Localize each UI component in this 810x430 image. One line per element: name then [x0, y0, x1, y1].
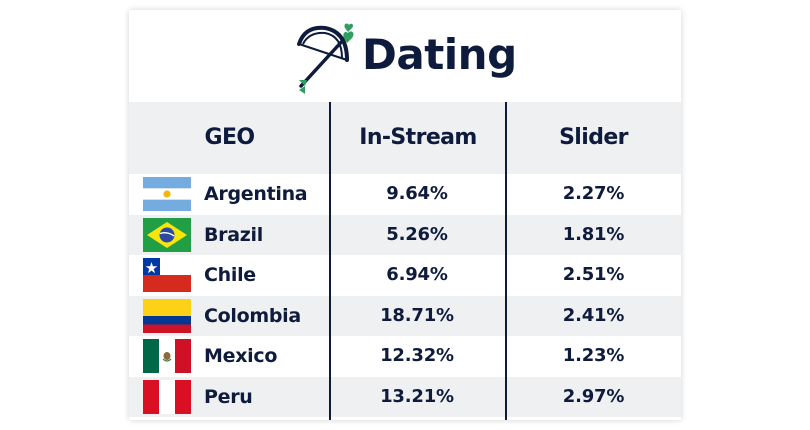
slider-value: 1.81%: [562, 223, 625, 245]
country-name: Brazil: [204, 223, 263, 246]
column-divider: [329, 102, 331, 420]
column-header-geo: GEO: [204, 125, 256, 150]
brazil-flag-icon: [143, 217, 191, 252]
chile-flag-icon: [143, 258, 191, 292]
rates-card: Dating GEO In-Stream Slider Argentina 9.6…: [129, 10, 681, 420]
slider-value: 2.97%: [562, 385, 625, 407]
page-title: Dating: [362, 30, 517, 79]
table-row: Peru 13.21% 2.97%: [129, 376, 681, 417]
peru-flag-icon: [143, 379, 191, 414]
mexico-flag-icon: [143, 339, 191, 373]
slider-value: 2.27%: [562, 183, 625, 204]
table-row: Chile 6.94% 2.51%: [129, 255, 681, 295]
slider-value: 2.51%: [562, 264, 625, 285]
country-name: Chile: [204, 264, 256, 286]
instream-value: 6.94%: [386, 264, 448, 285]
column-header-instream: In-Stream: [359, 125, 477, 150]
instream-value: 12.32%: [380, 345, 454, 366]
table-row: Mexico 12.32% 1.23%: [129, 336, 681, 376]
instream-value: 9.64%: [386, 183, 448, 204]
card-header: Dating: [129, 10, 681, 102]
bow-and-arrow-icon: [297, 23, 354, 94]
country-name: Peru: [204, 385, 253, 408]
table-header: GEO In-Stream Slider: [129, 102, 681, 174]
country-name: Mexico: [204, 345, 278, 367]
slider-value: 2.41%: [562, 304, 625, 326]
argentina-flag-icon: [143, 177, 191, 211]
instream-value: 13.21%: [380, 385, 454, 407]
country-name: Argentina: [204, 183, 308, 205]
column-divider: [505, 102, 507, 420]
slider-value: 1.23%: [562, 345, 625, 366]
table-row: Brazil 5.26% 1.81%: [129, 214, 681, 255]
column-header-slider: Slider: [559, 125, 628, 150]
instream-value: 5.26%: [386, 223, 448, 245]
table-row: Argentina 9.64% 2.27%: [129, 174, 681, 214]
table-row: Colombia 18.71% 2.41%: [129, 295, 681, 336]
country-name: Colombia: [204, 304, 301, 327]
instream-value: 18.71%: [380, 304, 454, 326]
colombia-flag-icon: [143, 298, 191, 333]
